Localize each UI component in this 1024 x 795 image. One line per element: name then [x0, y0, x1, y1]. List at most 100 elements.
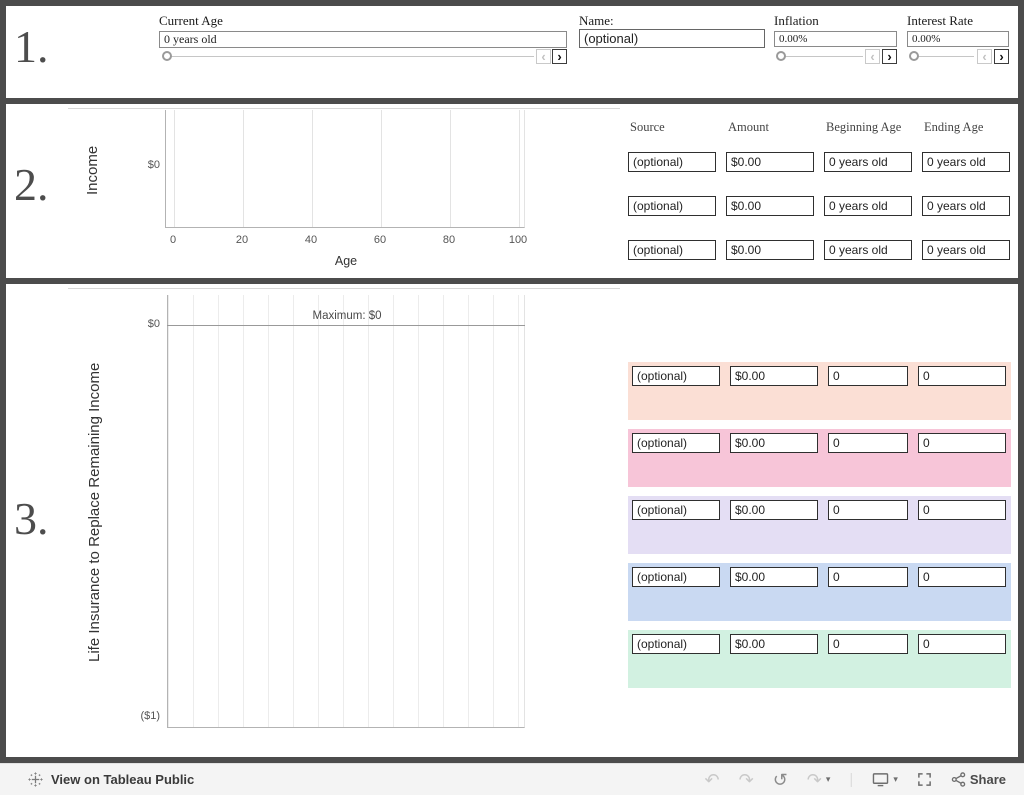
chevron-down-icon: ▾ — [825, 774, 831, 784]
replay-icon: ↷ — [806, 769, 822, 790]
age-xtick: 40 — [304, 234, 318, 246]
inflation-prev-button[interactable]: ‹ — [865, 49, 880, 64]
interest-rate-prev-button[interactable]: ‹ — [977, 49, 992, 64]
column-header-ending-age: Ending Age — [924, 120, 984, 134]
age-xtick: 20 — [235, 234, 249, 246]
insurance-beginning-input[interactable]: 0 — [828, 500, 908, 520]
name-input[interactable]: (optional) — [579, 29, 765, 48]
income-beginning-age-input[interactable]: 0 years old — [824, 152, 912, 172]
insurance-ending-input[interactable]: 0 — [918, 366, 1006, 386]
chevron-down-icon: ▾ — [893, 774, 898, 784]
column-header-amount: Amount — [728, 120, 769, 134]
divider-line — [68, 288, 620, 289]
income-axis-title: Income — [84, 145, 101, 195]
current-age-slider-track[interactable] — [166, 56, 534, 57]
inflation-slider-track[interactable] — [779, 56, 863, 57]
insurance-beginning-input[interactable]: 0 — [828, 366, 908, 386]
gridline — [243, 110, 244, 227]
insurance-source-input[interactable]: (optional) — [632, 433, 720, 453]
insurance-plot — [167, 295, 525, 728]
age-xtick: 80 — [442, 234, 456, 246]
interest-rate-label: Interest Rate — [907, 13, 974, 28]
current-age-input[interactable]: 0 years old — [159, 31, 567, 48]
income-ending-age-input[interactable]: 0 years old — [922, 196, 1010, 216]
current-age-next-button[interactable]: › — [552, 49, 567, 64]
insurance-amount-input[interactable]: $0.00 — [730, 433, 818, 453]
inflation-label: Inflation — [774, 13, 819, 28]
insurance-row: (optional) $0.00 0 0 — [628, 496, 1011, 554]
revert-icon[interactable]: ↺ — [772, 769, 788, 790]
insurance-ending-input[interactable]: 0 — [918, 500, 1006, 520]
section-parameters: 1. Current Age 0 years old ‹ › Name: (op… — [6, 6, 1018, 98]
insurance-row: (optional) $0.00 0 0 — [628, 362, 1011, 420]
view-on-tableau-link[interactable]: View on Tableau Public — [28, 772, 194, 787]
insurance-beginning-input[interactable]: 0 — [828, 433, 908, 453]
toolbar-separator: | — [849, 771, 854, 788]
maximum-annotation: Maximum: $0 — [312, 310, 382, 322]
insurance-source-input[interactable]: (optional) — [632, 500, 720, 520]
current-age-prev-button[interactable]: ‹ — [536, 49, 551, 64]
age-xtick: 100 — [508, 234, 528, 246]
current-age-label: Current Age — [159, 13, 223, 28]
share-icon — [951, 772, 966, 787]
income-amount-input[interactable]: $0.00 — [726, 152, 814, 172]
insurance-beginning-input[interactable]: 0 — [828, 634, 908, 654]
income-plot — [165, 110, 525, 228]
share-button[interactable]: Share — [951, 772, 1006, 787]
divider-line — [68, 108, 620, 109]
fullscreen-icon — [917, 773, 931, 786]
income-amount-input[interactable]: $0.00 — [726, 240, 814, 260]
section-2-number: 2. — [14, 159, 49, 210]
insurance-ytick-bottom: ($1) — [140, 710, 160, 722]
interest-rate-slider-handle[interactable] — [909, 51, 919, 61]
share-label: Share — [969, 772, 1006, 787]
insurance-ending-input[interactable]: 0 — [918, 567, 1006, 587]
footer-toolbar: View on Tableau Public ↶ ↷ ↺ ↷ ▾ | ▾ — [0, 763, 1024, 795]
insurance-amount-input[interactable]: $0.00 — [730, 567, 818, 587]
display-options-button[interactable]: ▾ — [872, 772, 898, 787]
income-amount-input[interactable]: $0.00 — [726, 196, 814, 216]
insurance-ending-input[interactable]: 0 — [918, 634, 1006, 654]
current-age-slider-handle[interactable] — [162, 51, 172, 61]
interest-rate-slider-track[interactable] — [912, 56, 974, 57]
insurance-amount-input[interactable]: $0.00 — [730, 634, 818, 654]
income-ending-age-input[interactable]: 0 years old — [922, 240, 1010, 260]
insurance-source-input[interactable]: (optional) — [632, 366, 720, 386]
insurance-row: (optional) $0.00 0 0 — [628, 429, 1011, 487]
income-ending-age-input[interactable]: 0 years old — [922, 152, 1010, 172]
replay-button[interactable]: ↷ ▾ — [807, 771, 831, 789]
inflation-slider-handle[interactable] — [776, 51, 786, 61]
gridline — [174, 110, 175, 227]
insurance-beginning-input[interactable]: 0 — [828, 567, 908, 587]
income-source-input[interactable]: (optional) — [628, 240, 716, 260]
insurance-row: (optional) $0.00 0 0 — [628, 563, 1011, 621]
undo-icon[interactable]: ↶ — [704, 769, 720, 790]
interest-rate-input[interactable]: 0.00% — [907, 31, 1009, 47]
inflation-next-button[interactable]: › — [882, 49, 897, 64]
interest-rate-next-button[interactable]: › — [994, 49, 1009, 64]
age-xtick: 60 — [373, 234, 387, 246]
income-beginning-age-input[interactable]: 0 years old — [824, 240, 912, 260]
insurance-source-input[interactable]: (optional) — [632, 634, 720, 654]
view-on-tableau-label: View on Tableau Public — [51, 772, 195, 787]
fullscreen-button[interactable] — [917, 772, 932, 787]
inflation-input[interactable]: 0.00% — [774, 31, 897, 47]
monitor-icon — [872, 772, 889, 787]
insurance-source-input[interactable]: (optional) — [632, 567, 720, 587]
income-source-input[interactable]: (optional) — [628, 196, 716, 216]
income-beginning-age-input[interactable]: 0 years old — [824, 196, 912, 216]
gridline — [312, 110, 313, 227]
insurance-ytick-top: $0 — [147, 318, 160, 330]
column-header-source: Source — [630, 120, 665, 134]
toolbar-actions: ↶ ↷ ↺ ↷ ▾ | ▾ — [705, 771, 1006, 789]
insurance-row: (optional) $0.00 0 0 — [628, 630, 1011, 688]
insurance-axis-title: Life Insurance to Replace Remaining Inco… — [86, 362, 103, 662]
age-xtick: 0 — [169, 234, 177, 246]
insurance-amount-input[interactable]: $0.00 — [730, 500, 818, 520]
redo-icon[interactable]: ↷ — [738, 769, 754, 790]
income-ytick: $0 — [147, 159, 160, 171]
income-source-input[interactable]: (optional) — [628, 152, 716, 172]
insurance-ending-input[interactable]: 0 — [918, 433, 1006, 453]
insurance-amount-input[interactable]: $0.00 — [730, 366, 818, 386]
